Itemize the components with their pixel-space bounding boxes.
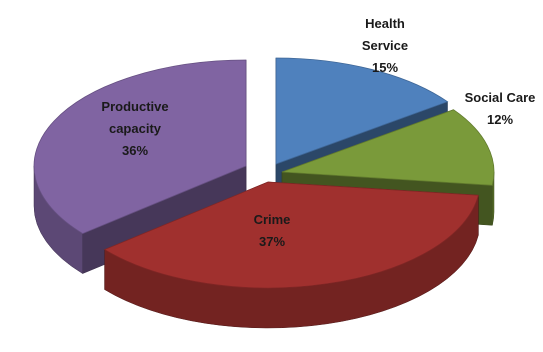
pie-top-layer — [33, 57, 495, 289]
slice-name-productive-capacity: Productive — [101, 99, 168, 114]
slice-name-health-service: Service — [362, 38, 408, 53]
slice-name-health-service: Health — [365, 16, 405, 31]
pie-label-layer: Health Service 15% Social Care 12% Crime 37% Pr… — [101, 16, 535, 249]
slice-label-health-service: Health Service 15% — [362, 16, 408, 75]
slice-value-social-care: 12% — [487, 112, 513, 127]
slice-social-care — [281, 109, 495, 186]
slice-name-social-care: Social Care — [465, 90, 536, 105]
slice-value-crime: 37% — [259, 234, 285, 249]
slice-label-crime: Crime 37% — [254, 212, 291, 249]
slice-value-productive-capacity: 36% — [122, 143, 148, 158]
slice-name-productive-capacity: capacity — [109, 121, 162, 136]
slice-name-crime: Crime — [254, 212, 291, 227]
slice-label-social-care: Social Care 12% — [465, 90, 536, 127]
slice-label-productive-capacity: Productive capacity 36% — [101, 99, 168, 158]
slice-crime — [103, 181, 479, 289]
slice-value-health-service: 15% — [372, 60, 398, 75]
slice-productive-capacity — [33, 59, 247, 235]
slice-health-service — [275, 57, 449, 165]
